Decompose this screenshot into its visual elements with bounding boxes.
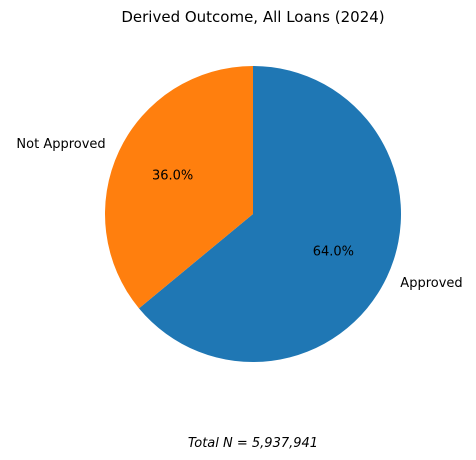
pie-slice-label: Approved [400,276,462,291]
pie-pct-label: 36.0% [152,169,193,184]
pie-slice-not-approved [105,66,253,309]
pie-labels: 64.0% Approved 36.0% Not Approved [16,137,462,291]
pie-slices [105,66,401,362]
total-n-footnote: Total N = 5,937,941 [188,436,318,451]
pie-slice-label: Not Approved [16,137,105,152]
pie-slice-approved [138,66,401,362]
chart-title: Derived Outcome, All Loans (2024) [121,8,384,26]
pie-pct-label: 64.0% [313,244,354,259]
